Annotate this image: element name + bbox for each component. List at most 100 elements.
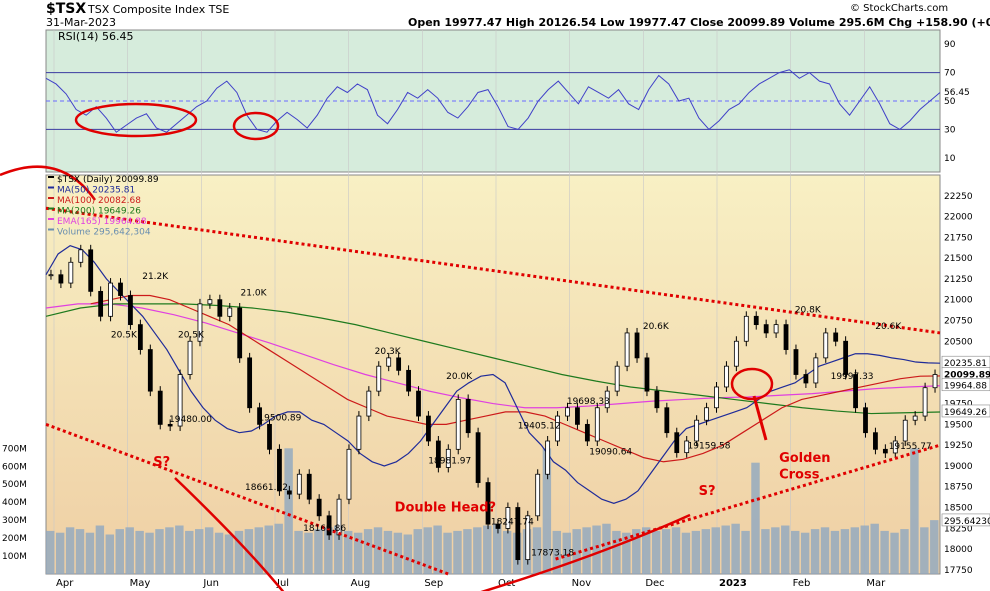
candle-body <box>634 332 640 359</box>
quote-line: Open 19977.47 High 20126.54 Low 19977.47… <box>408 16 990 29</box>
price-point-label: 20.5K <box>111 330 138 340</box>
volume-bar <box>870 523 879 574</box>
volume-bar <box>463 529 472 574</box>
x-tick-label: Jul <box>276 578 289 589</box>
volume-tick-label: 100M <box>2 552 27 562</box>
chart-annotation: Cross <box>779 467 820 482</box>
candle-body <box>286 490 292 495</box>
price-point-label: 19159.58 <box>688 442 731 452</box>
chart-name: TSX Composite Index TSE <box>88 3 230 16</box>
volume-bar <box>274 523 283 574</box>
volume-tick-label: 600M <box>2 462 27 472</box>
volume-bar <box>155 529 164 574</box>
candle-body <box>455 399 461 450</box>
candle-body <box>207 299 213 305</box>
volume-bar <box>502 530 512 574</box>
price-tick-label: 22000 <box>944 213 973 223</box>
volume-bar <box>761 529 770 574</box>
volume-bar <box>741 530 750 574</box>
price-point-label: 18247.74 <box>491 517 534 527</box>
volume-bar <box>632 529 641 574</box>
candle-body <box>813 357 819 384</box>
price-point-label: 20.3K <box>375 347 402 357</box>
volume-bar <box>930 520 939 574</box>
volume-bar <box>393 532 403 574</box>
price-tick-label: 17750 <box>944 566 973 576</box>
rsi-line <box>45 69 941 133</box>
candle-body <box>396 357 402 371</box>
x-tick-label: Nov <box>572 578 592 589</box>
candle-body <box>98 290 104 317</box>
rsi-tick-label: 30 <box>944 125 956 135</box>
bottom-arc-annotation <box>480 513 691 591</box>
candle-body <box>68 261 74 284</box>
golden-cross-circle <box>730 367 774 401</box>
price-point-label: 20.5K <box>178 330 205 340</box>
volume-bar <box>75 529 85 574</box>
legend-entry: MA(50) 20235.81 <box>57 186 135 196</box>
price-point-label: 18169.86 <box>303 524 346 534</box>
candle-body <box>326 515 332 536</box>
volume-bar <box>115 529 124 574</box>
watermark: © StockCharts.com <box>850 3 949 14</box>
volume-bar <box>353 532 363 574</box>
candle-body <box>545 440 551 475</box>
shoulder-arc-annotation <box>174 477 285 591</box>
volume-bar <box>224 534 234 574</box>
candle-body <box>296 473 302 495</box>
chart-symbol: $TSX <box>46 1 87 17</box>
candle-body <box>922 387 928 417</box>
candle-body <box>465 399 471 434</box>
candle-body <box>147 349 153 392</box>
volume-bar <box>920 527 929 574</box>
trendline <box>45 206 941 335</box>
volume-bar <box>214 532 224 574</box>
rsi-tick-label: 50 <box>944 97 956 107</box>
candle-body <box>594 407 600 442</box>
volume-bar <box>473 527 482 574</box>
x-tick-label: Apr <box>56 578 74 589</box>
volume-bar <box>363 529 373 574</box>
volume-bar <box>681 532 691 574</box>
legend-swatch <box>48 207 54 210</box>
volume-bar <box>493 523 502 574</box>
candle-body <box>217 299 223 317</box>
volume-bar <box>791 530 800 574</box>
candle-body <box>853 374 858 409</box>
candle-body <box>733 340 739 367</box>
candle-body <box>863 407 868 434</box>
head-arc-annotation <box>0 165 97 201</box>
volume-bar <box>95 525 105 574</box>
candle-body <box>535 473 541 517</box>
volume-tick-label: 500M <box>2 480 27 490</box>
candle-body <box>128 295 133 326</box>
candle-body <box>58 274 64 284</box>
price-point-label: 18661.52 <box>245 483 288 493</box>
candle-body <box>237 307 243 359</box>
candle-body <box>197 303 203 342</box>
price-tick-label: 18500 <box>944 504 973 514</box>
price-tick-label: 21750 <box>944 233 973 243</box>
candle-body <box>823 332 829 359</box>
volume-bar <box>711 527 720 574</box>
ma50-line <box>45 244 941 504</box>
candle-body <box>495 523 501 529</box>
legend-swatch <box>48 197 54 199</box>
rsi-current-label: 56.45 <box>944 88 970 98</box>
chart-annotation: S? <box>699 484 716 499</box>
candle-body <box>277 448 282 492</box>
candle-body <box>644 357 650 392</box>
candle-body <box>475 432 481 483</box>
candle-body <box>416 390 421 417</box>
candle-body <box>714 386 719 409</box>
chart-date: 31-Mar-2023 <box>46 16 116 29</box>
price-point-label: 19155.77 <box>889 442 932 452</box>
candle-body <box>674 432 680 454</box>
volume-bar <box>46 530 55 574</box>
volume-bar <box>294 530 303 574</box>
price-tick-label: 19500 <box>944 420 973 430</box>
volume-bar <box>622 532 631 574</box>
price-point-label: 17873.18 <box>531 549 574 559</box>
x-tick-label: Dec <box>645 578 664 589</box>
